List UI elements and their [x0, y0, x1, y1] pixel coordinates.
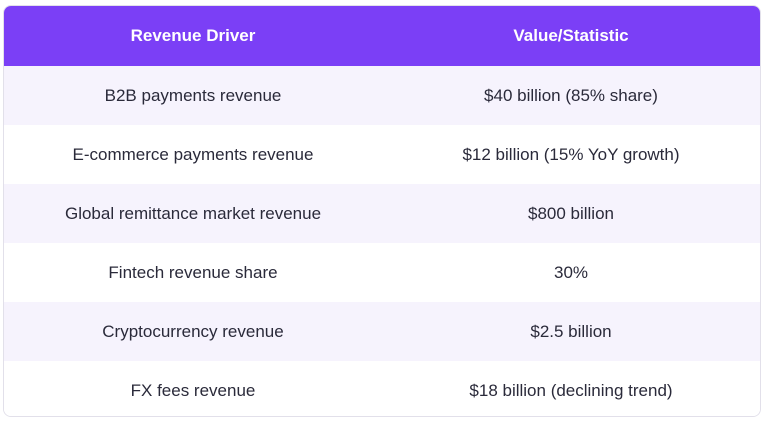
cell-value-statistic: $40 billion (85% share) [484, 85, 658, 105]
table-body: B2B payments revenue $40 billion (85% sh… [4, 66, 760, 416]
cell-revenue-driver: E-commerce payments revenue [72, 144, 314, 164]
table-row: FX fees revenue $18 billion (declining t… [4, 361, 760, 416]
table-row: B2B payments revenue $40 billion (85% sh… [4, 66, 760, 125]
cell-value-statistic: 30% [553, 262, 589, 282]
revenue-table-container: Revenue Driver Value/Statistic B2B payme… [3, 5, 761, 417]
cell-revenue-driver: Cryptocurrency revenue [102, 321, 284, 341]
cell-revenue-driver: FX fees revenue [130, 380, 256, 400]
table-row: E-commerce payments revenue $12 billion … [4, 125, 760, 184]
header-revenue-driver: Revenue Driver [130, 26, 256, 45]
cell-revenue-driver: B2B payments revenue [104, 85, 282, 105]
header-value-statistic: Value/Statistic [513, 26, 629, 45]
cell-value-statistic: $12 billion (15% YoY growth) [462, 144, 680, 164]
table-row: Fintech revenue share 30% [4, 243, 760, 302]
cell-value-statistic: $2.5 billion [530, 321, 612, 341]
revenue-table: Revenue Driver Value/Statistic B2B payme… [4, 6, 760, 416]
table-row: Global remittance market revenue $800 bi… [4, 184, 760, 243]
cell-revenue-driver: Fintech revenue share [108, 262, 278, 282]
cell-value-statistic: $18 billion (declining trend) [469, 380, 673, 400]
cell-revenue-driver: Global remittance market revenue [64, 203, 322, 223]
table-row: Cryptocurrency revenue $2.5 billion [4, 302, 760, 361]
table-header: Revenue Driver Value/Statistic [4, 6, 760, 66]
cell-value-statistic: $800 billion [527, 203, 614, 223]
header-row: Revenue Driver Value/Statistic [4, 6, 760, 66]
